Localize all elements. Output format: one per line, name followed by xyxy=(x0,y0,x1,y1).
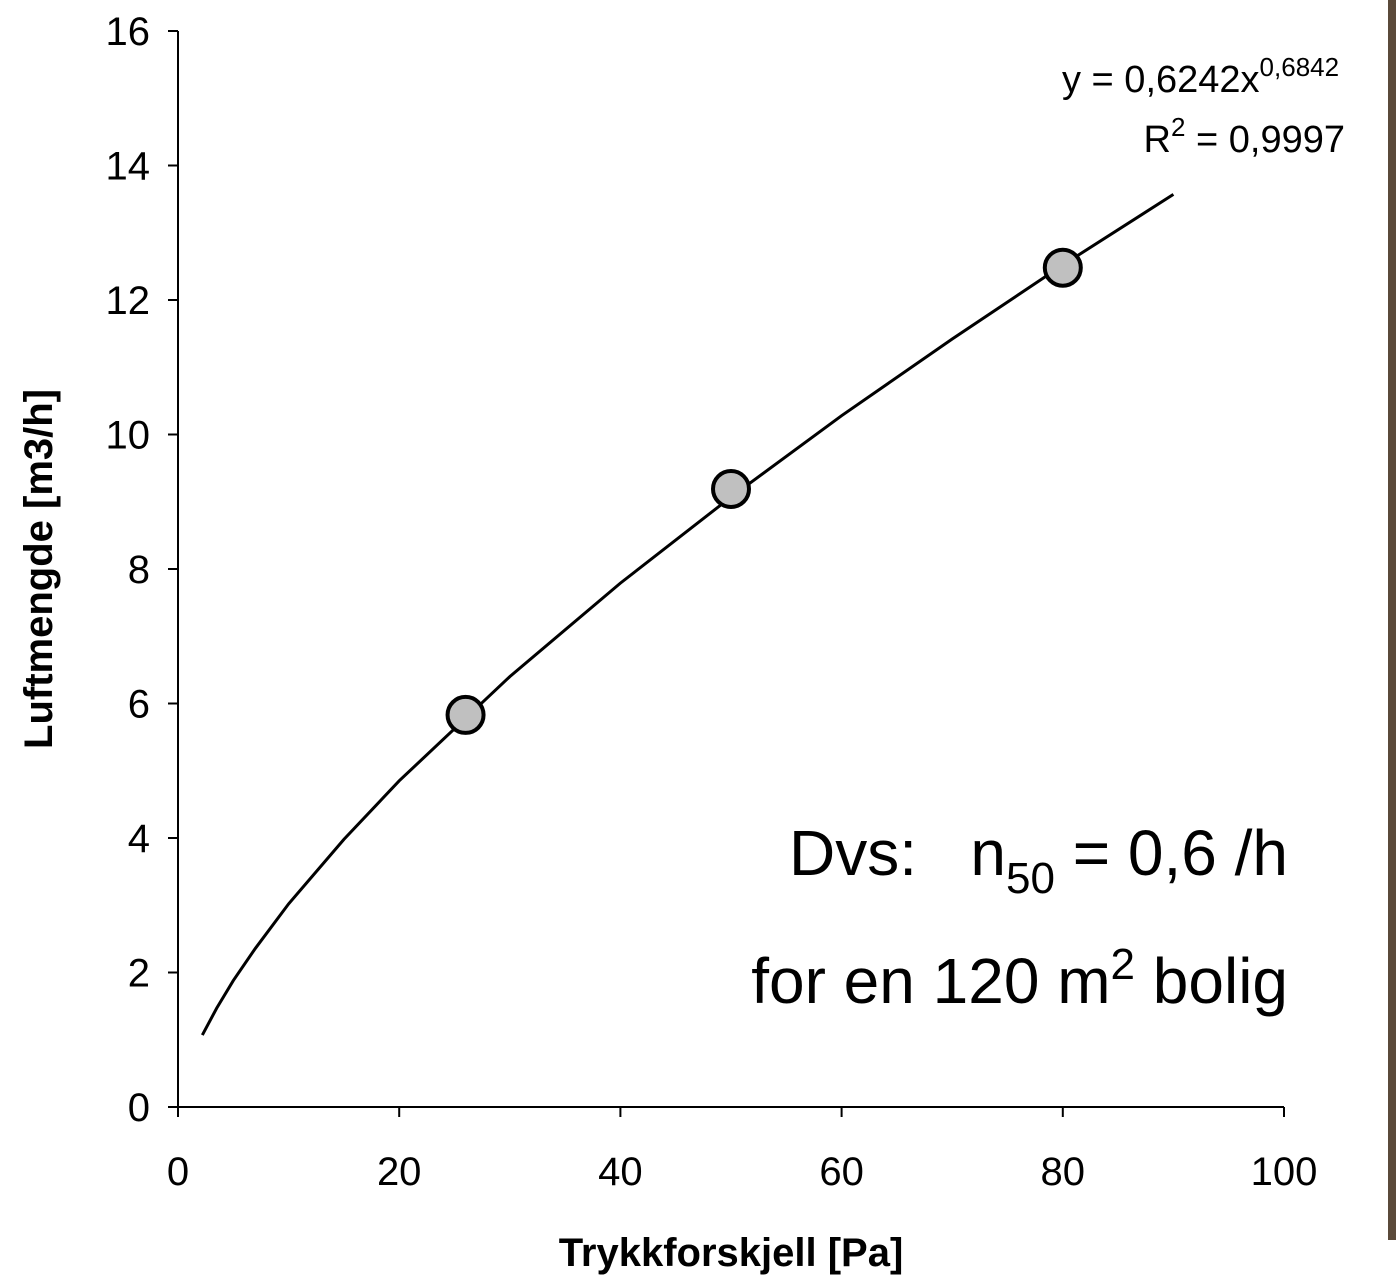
y-axis-label: Luftmengde [m3/h] xyxy=(17,389,61,749)
x-tick-label: 40 xyxy=(598,1150,643,1194)
note-text: for en 120 m xyxy=(751,945,1110,1017)
result-text: Dvs: n xyxy=(789,817,1006,889)
x-tick-label: 20 xyxy=(377,1150,422,1194)
result-value: = 0,6 /h xyxy=(1055,817,1288,889)
x-tick-label: 100 xyxy=(1251,1150,1318,1194)
result-subscript: 50 xyxy=(1006,854,1055,903)
y-tick-label: 2 xyxy=(128,952,150,996)
data-point xyxy=(448,697,484,733)
y-tick-label: 10 xyxy=(106,414,151,458)
y-tick-label: 14 xyxy=(106,145,151,189)
note-superscript: 2 xyxy=(1111,940,1135,989)
y-tick-label: 6 xyxy=(128,683,150,727)
data-point xyxy=(1045,250,1081,286)
y-tick-label: 8 xyxy=(128,548,150,592)
r-squared-value: = 0,9997 xyxy=(1185,119,1345,161)
trendline xyxy=(202,194,1173,1035)
equation: y = 0,6242x0,6842 xyxy=(1062,52,1339,101)
equation-exponent: 0,6842 xyxy=(1260,52,1340,82)
y-tick-label: 0 xyxy=(128,1086,150,1130)
note: for en 120 m2 bolig xyxy=(751,940,1288,1017)
r-squared: R2 = 0,9997 xyxy=(1144,112,1345,161)
x-tick-label: 80 xyxy=(1041,1150,1086,1194)
x-tick-label: 60 xyxy=(819,1150,864,1194)
x-axis-label: Trykkforskjell [Pa] xyxy=(559,1231,904,1275)
edge-strip xyxy=(1388,0,1396,1240)
r-squared-exp: 2 xyxy=(1171,112,1185,142)
y-tick-label: 12 xyxy=(106,279,151,323)
data-point xyxy=(713,471,749,507)
equation-base: y = 0,6242x xyxy=(1062,59,1260,101)
y-tick-label: 4 xyxy=(128,817,150,861)
chart: Trykkforskjell [Pa] Luftmengde [m3/h] y … xyxy=(0,0,1396,1287)
result: Dvs: n50 = 0,6 /h xyxy=(789,817,1288,903)
note-end: bolig xyxy=(1135,945,1288,1017)
y-tick-label: 16 xyxy=(106,10,151,54)
x-tick-label: 0 xyxy=(167,1150,189,1194)
r-squared-r: R xyxy=(1144,119,1171,161)
